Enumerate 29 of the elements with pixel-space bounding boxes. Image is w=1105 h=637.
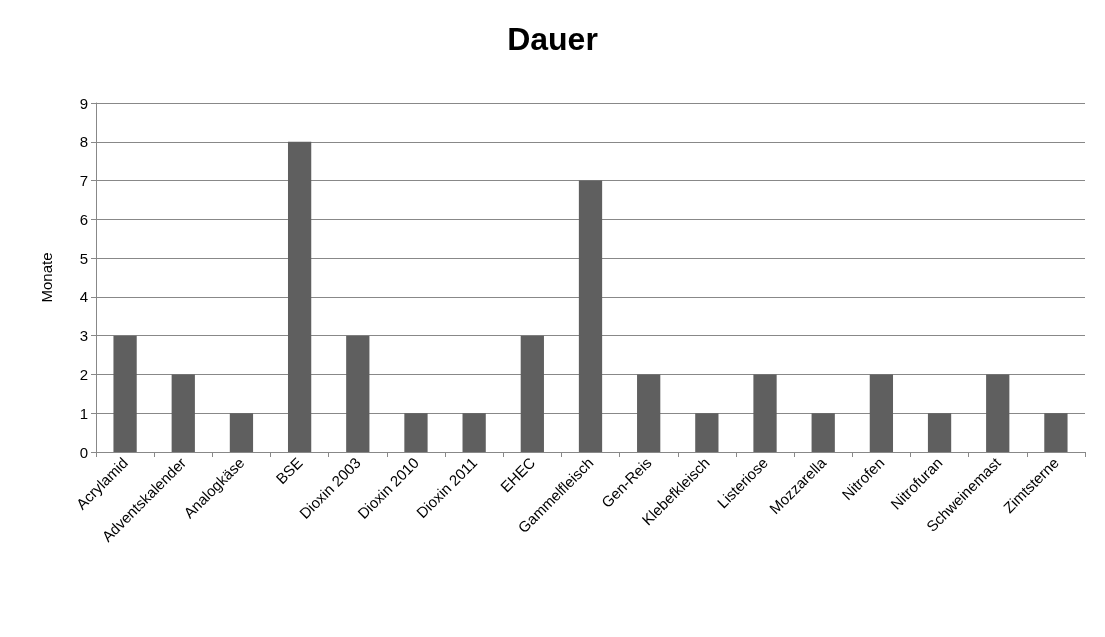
y-tick-label: 7 bbox=[79, 172, 88, 190]
y-tick-label: 1 bbox=[79, 404, 88, 422]
bar bbox=[637, 374, 661, 452]
bar bbox=[811, 413, 835, 452]
y-tick-label: 2 bbox=[79, 365, 88, 383]
bar bbox=[404, 413, 428, 452]
bar bbox=[695, 413, 719, 452]
bar bbox=[229, 413, 254, 452]
bar bbox=[113, 335, 137, 452]
y-tick-label: 3 bbox=[79, 327, 88, 345]
y-tick-label: 8 bbox=[79, 133, 88, 151]
bar bbox=[171, 374, 195, 452]
y-tick-label: 6 bbox=[79, 210, 88, 228]
bar bbox=[520, 335, 544, 452]
bar bbox=[462, 413, 486, 452]
y-tick-label: 0 bbox=[79, 443, 88, 461]
y-axis-title: Monate bbox=[38, 252, 55, 303]
y-tick-label: 9 bbox=[79, 94, 88, 112]
chart-title: Dauer bbox=[507, 21, 598, 57]
bar bbox=[1044, 413, 1068, 452]
bar bbox=[927, 413, 952, 452]
bar bbox=[753, 374, 777, 452]
bar bbox=[346, 335, 370, 452]
y-tick-label: 4 bbox=[79, 288, 88, 306]
bar bbox=[578, 180, 603, 452]
bar bbox=[986, 374, 1010, 452]
bar bbox=[287, 141, 312, 452]
y-tick-label: 5 bbox=[79, 249, 88, 267]
bar bbox=[869, 374, 894, 452]
